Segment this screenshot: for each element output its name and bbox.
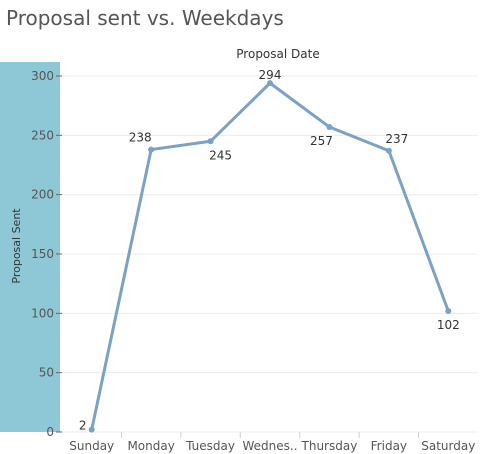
chart-title: Proposal sent vs. Weekdays <box>6 6 284 30</box>
y-tick-label: 100 <box>31 306 54 320</box>
x-tick-label: Wednes.. <box>242 439 297 453</box>
data-point <box>445 307 452 314</box>
data-point <box>267 80 273 87</box>
x-tick-label: Saturday <box>421 439 475 453</box>
data-point <box>326 124 333 131</box>
data-label: 238 <box>129 131 152 145</box>
y-tick-label: 50 <box>39 366 54 380</box>
data-point <box>88 426 95 433</box>
x-tick-label: Thursday <box>301 439 358 453</box>
data-label: 257 <box>310 134 333 148</box>
y-tick-label: 0 <box>46 425 54 439</box>
y-axis-ticks: 0 50 100 150 200 250 300 <box>31 69 62 439</box>
y-axis-title: Proposal Sent <box>10 208 23 284</box>
y-tick-label: 250 <box>31 128 54 142</box>
x-tick-label: Friday <box>371 439 407 453</box>
data-point <box>207 138 214 145</box>
data-label: 2 <box>79 419 87 433</box>
data-label: 245 <box>209 148 232 162</box>
y-tick-label: 200 <box>31 188 54 202</box>
data-point <box>148 146 155 153</box>
data-label: 102 <box>437 318 460 332</box>
x-axis-ticks: Sunday Monday Tuesday Wednes.. Thursday Frida… <box>69 432 475 453</box>
data-point <box>385 147 392 154</box>
series-group <box>88 80 452 433</box>
x-tick-label: Tuesday <box>185 439 235 453</box>
data-labels: 2 238 245 294 257 237 102 <box>79 68 460 433</box>
x-tick-label: Sunday <box>69 439 114 453</box>
y-axis-band <box>0 62 60 432</box>
data-label: 294 <box>259 68 282 82</box>
x-axis-title: Proposal Date <box>236 47 319 61</box>
grid-lines <box>62 75 478 433</box>
data-label: 237 <box>385 132 408 146</box>
y-tick-label: 150 <box>31 247 54 261</box>
y-tick-label: 300 <box>31 69 54 83</box>
x-tick-label: Monday <box>127 439 174 453</box>
